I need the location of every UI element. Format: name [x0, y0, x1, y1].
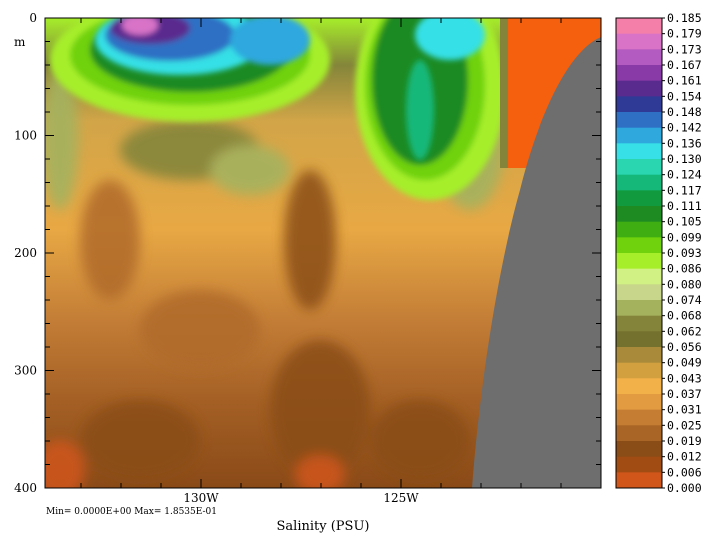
y-tick-label: 400 — [14, 481, 37, 495]
colorbar-swatch — [616, 268, 662, 285]
colorbar-label: 0.179 — [667, 27, 702, 41]
colorbar-label: 0.161 — [667, 74, 702, 88]
colorbar-swatch — [616, 409, 662, 426]
colorbar-label: 0.000 — [667, 481, 702, 495]
colorbar-swatch — [616, 237, 662, 254]
colorbar-swatch — [616, 331, 662, 348]
colorbar-label: 0.142 — [667, 121, 702, 135]
colorbar-swatch — [616, 174, 662, 191]
y-tick-label: 200 — [14, 246, 37, 260]
colorbar-label: 0.080 — [667, 277, 702, 291]
colorbar-swatch — [616, 441, 662, 458]
colorbar-swatch — [616, 127, 662, 144]
colorbar-label: 0.056 — [667, 340, 702, 354]
x-axis: 130W 125W — [80, 18, 602, 505]
colorbar-swatch — [616, 253, 662, 270]
colorbar-swatch — [616, 206, 662, 223]
colorbar-swatch — [616, 65, 662, 82]
chart-title: Salinity (PSU) — [277, 519, 370, 534]
colorbar-label: 0.049 — [667, 356, 702, 370]
colorbar-swatch — [616, 315, 662, 332]
colorbar-label: 0.154 — [667, 89, 702, 103]
colorbar-swatch — [616, 300, 662, 317]
colorbar-swatch — [616, 472, 662, 489]
colorbar-swatch — [616, 49, 662, 66]
colorbar-label: 0.124 — [667, 168, 702, 182]
colorbar-swatch — [616, 425, 662, 442]
salinity-field — [45, 18, 601, 488]
colorbar-label: 0.130 — [667, 152, 702, 166]
colorbar-label: 0.062 — [667, 324, 702, 338]
y-tick-label: 0 — [29, 11, 37, 25]
x-tick-label: 130W — [183, 491, 219, 505]
colorbar-label: 0.019 — [667, 434, 702, 448]
colorbar-label: 0.025 — [667, 418, 702, 432]
y-axis: 0 100 200 300 400 — [14, 11, 601, 495]
colorbar-label: 0.105 — [667, 215, 702, 229]
colorbar-label: 0.167 — [667, 58, 702, 72]
y-tick-label: 100 — [14, 129, 37, 143]
colorbar-label: 0.093 — [667, 246, 702, 260]
colorbar-label: 0.086 — [667, 262, 702, 276]
colorbar-label: 0.136 — [667, 136, 702, 150]
colorbar-label: 0.074 — [667, 293, 702, 307]
colorbar-swatch — [616, 112, 662, 129]
land-mask — [472, 37, 601, 488]
colorbar-label: 0.012 — [667, 450, 702, 464]
colorbar-swatch — [616, 362, 662, 379]
colorbar-label: 0.099 — [667, 230, 702, 244]
colorbar-label: 0.173 — [667, 42, 702, 56]
colorbar-label: 0.148 — [667, 105, 702, 119]
colorbar-swatch — [616, 221, 662, 238]
colorbar-swatch — [616, 96, 662, 113]
colorbar-swatch — [616, 159, 662, 176]
colorbar-label: 0.111 — [667, 199, 702, 213]
colorbar-swatch — [616, 33, 662, 50]
colorbar-label: 0.006 — [667, 465, 702, 479]
colorbar-swatch — [616, 378, 662, 395]
stats-text: Min= 0.0000E+00 Max= 1.8535E-01 — [46, 507, 217, 517]
colorbar-swatch — [616, 394, 662, 411]
colorbar-label: 0.037 — [667, 387, 702, 401]
colorbar-swatch — [616, 80, 662, 97]
colorbar-swatch — [616, 18, 662, 35]
x-tick-label: 125W — [383, 491, 419, 505]
colorbar-label: 0.117 — [667, 183, 702, 197]
colorbar-swatch — [616, 456, 662, 473]
y-tick-label: 300 — [14, 364, 37, 378]
colorbar-swatch — [616, 143, 662, 160]
colorbar-label: 0.068 — [667, 309, 702, 323]
colorbar-swatch — [616, 347, 662, 364]
colorbar-label: 0.185 — [667, 11, 702, 25]
colorbar-label: 0.043 — [667, 371, 702, 385]
y-unit-label: m — [14, 35, 26, 49]
colorbar-swatch — [616, 284, 662, 301]
colorbar-label: 0.031 — [667, 403, 702, 417]
colorbar-swatch — [616, 190, 662, 207]
